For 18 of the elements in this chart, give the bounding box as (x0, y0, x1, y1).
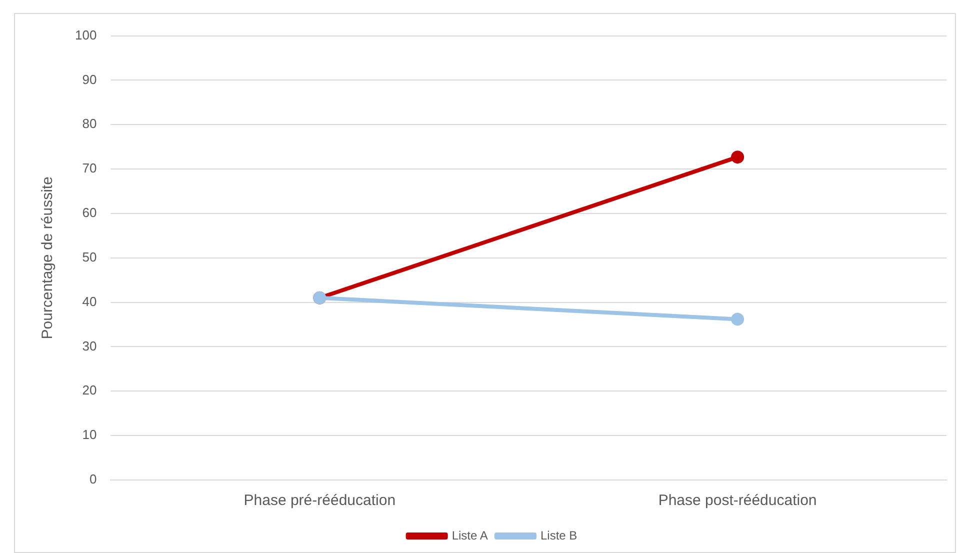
y-tick-label: 40 (82, 294, 97, 309)
y-tick-label: 80 (82, 116, 97, 132)
y-tick-label: 10 (82, 427, 97, 442)
y-tick-label: 70 (82, 160, 97, 176)
legend-label: Liste B (540, 528, 578, 542)
y-axis-title: Pourcentage de réussite (39, 176, 56, 340)
y-tick-label: 90 (82, 72, 97, 87)
y-tick-label: 20 (82, 382, 97, 398)
y-tick-label: 60 (82, 205, 97, 220)
x-tick-label: Phase post-rééducation (658, 492, 817, 510)
point (731, 150, 744, 164)
y-tick-label: 100 (74, 27, 97, 42)
x-tick-label: Phase pré-rééducation (244, 492, 396, 510)
y-tick-label: 0 (89, 472, 97, 487)
y-tick-label: 50 (82, 249, 97, 264)
point (731, 312, 744, 326)
y-tick-label: 30 (82, 338, 97, 354)
legend-label: Liste A (452, 528, 488, 542)
